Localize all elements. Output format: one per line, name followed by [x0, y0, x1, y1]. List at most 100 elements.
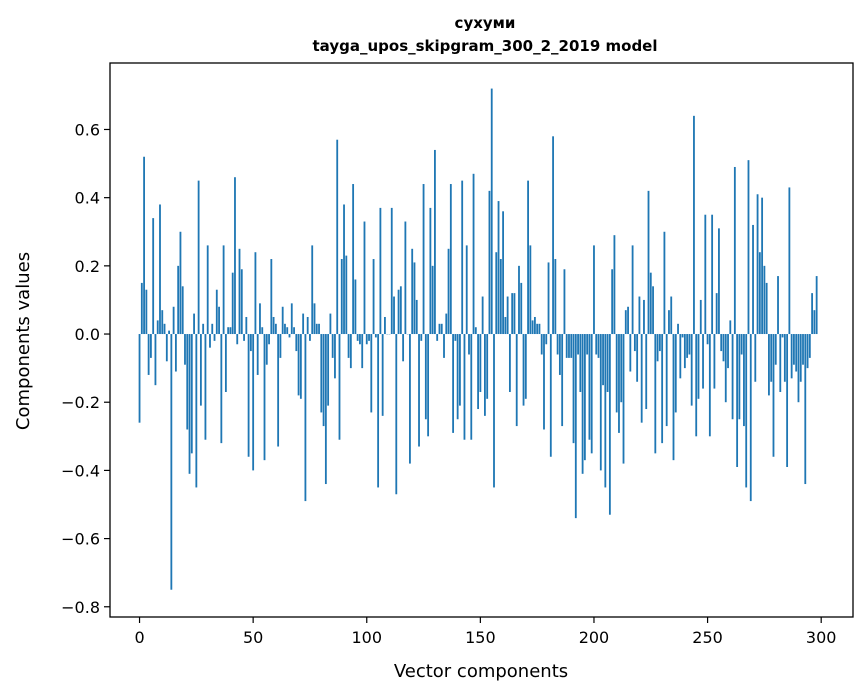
bar: [649, 272, 652, 335]
bar: [220, 334, 223, 444]
bar: [438, 323, 441, 335]
bar: [806, 334, 809, 369]
bar: [293, 327, 295, 335]
y-tick-label: −0.8: [61, 598, 100, 617]
bar: [583, 334, 586, 461]
bar: [429, 207, 432, 335]
bar: [615, 334, 618, 413]
x-tick-label: 300: [806, 628, 837, 647]
bar: [572, 334, 575, 444]
bar: [154, 334, 157, 386]
y-tick-label: 0.4: [75, 189, 100, 208]
bar: [418, 334, 420, 447]
bar: [186, 334, 189, 430]
bar: [465, 245, 468, 335]
bar: [356, 334, 359, 341]
bar: [295, 334, 298, 352]
bar: [279, 334, 282, 358]
bar: [561, 334, 564, 427]
bar: [152, 218, 155, 335]
bar: [488, 190, 491, 335]
bar: [434, 149, 436, 335]
bar: [479, 334, 482, 392]
bar: [452, 334, 455, 433]
bar: [193, 313, 195, 335]
y-axis-ticks: −0.8 −0.6 −0.4 −0.2 0.0 0.2 0.4 0.6: [61, 120, 110, 617]
bar: [236, 334, 239, 345]
bar: [234, 177, 236, 335]
bar: [538, 323, 541, 335]
bar: [763, 265, 766, 335]
bar: [802, 334, 804, 365]
bar: [738, 334, 741, 420]
bar: [786, 334, 789, 467]
bar: [631, 245, 634, 335]
bar: [552, 136, 554, 335]
bar: [468, 334, 470, 355]
bar: [145, 289, 148, 335]
bar: [579, 334, 582, 392]
bar: [172, 306, 175, 335]
bar: [793, 334, 795, 365]
bar: [758, 252, 761, 335]
bar: [170, 334, 173, 590]
bar: [422, 184, 425, 335]
bar: [524, 334, 527, 399]
bar: [161, 310, 164, 335]
bar: [715, 293, 718, 335]
bar: [218, 306, 220, 335]
bar: [347, 334, 350, 358]
bar: [543, 334, 545, 430]
bar: [770, 334, 773, 382]
bar: [454, 334, 457, 341]
bar: [677, 323, 679, 335]
bar: [493, 334, 495, 488]
bar: [420, 334, 423, 341]
bar: [636, 334, 639, 382]
bar: [245, 316, 248, 335]
y-tick-label: 0.0: [75, 325, 100, 344]
bar: [354, 279, 357, 335]
bar: [556, 334, 559, 355]
bar: [318, 323, 320, 335]
x-axis-ticks: 0 50 100 150 200 250 300: [134, 617, 836, 647]
bar: [320, 334, 323, 413]
bar: [518, 265, 520, 335]
bar: [547, 262, 550, 335]
bar: [286, 327, 289, 335]
bar: [390, 207, 393, 335]
bar: [345, 255, 348, 335]
x-tick-label: 50: [243, 628, 263, 647]
bar: [779, 334, 782, 392]
bar: [281, 306, 284, 335]
bar: [486, 334, 489, 399]
bar: [474, 327, 477, 335]
bar: [238, 248, 241, 335]
bar: [361, 334, 364, 369]
bar: [711, 214, 714, 335]
bar: [590, 334, 593, 454]
bar: [211, 323, 214, 335]
bar: [704, 214, 707, 335]
bar: [302, 313, 305, 335]
bar: [206, 245, 209, 335]
bar: [640, 334, 643, 423]
bar: [768, 334, 770, 396]
bar: [409, 334, 411, 464]
bar: [209, 334, 211, 348]
bar: [290, 303, 293, 335]
bar: [529, 245, 532, 335]
bar: [695, 334, 698, 437]
bar: [138, 334, 141, 423]
y-tick-label: −0.6: [61, 530, 100, 549]
bar: [531, 320, 534, 335]
bar: [322, 334, 325, 427]
bar: [570, 334, 573, 358]
bar: [165, 334, 168, 362]
bar: [343, 204, 345, 335]
bar: [743, 334, 745, 427]
bar: [745, 334, 748, 488]
bar: [252, 334, 255, 471]
bar: [197, 180, 200, 335]
y-tick-label: 0.2: [75, 257, 100, 276]
